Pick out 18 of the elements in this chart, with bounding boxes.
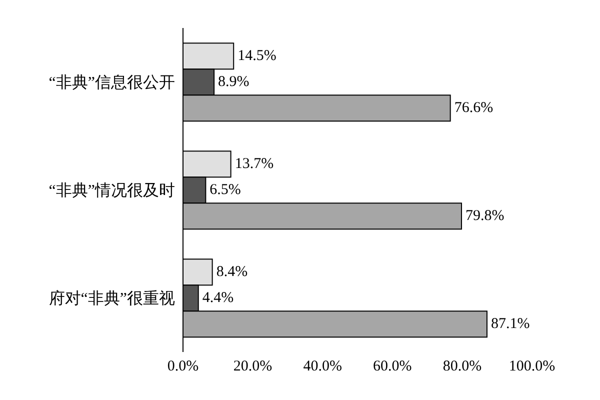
- x-tick-label: 60.0%: [373, 358, 412, 375]
- x-tick-label: 100.0%: [508, 358, 556, 375]
- data-label: 79.8%: [466, 208, 504, 224]
- x-tick-label: 80.0%: [442, 358, 482, 375]
- data-label: 76.6%: [454, 100, 494, 116]
- data-label: 4.4%: [202, 290, 234, 306]
- data-label: 13.7%: [234, 156, 274, 172]
- x-tick-label: 20.0%: [233, 358, 272, 375]
- x-tick-label: 40.0%: [303, 358, 342, 375]
- y-tick-label: “非典”情况很及时: [48, 182, 175, 200]
- data-label: 8.9%: [218, 74, 250, 90]
- data-label: 8.4%: [216, 264, 248, 280]
- data-label: 6.5%: [210, 182, 241, 198]
- data-label: 14.5%: [238, 48, 276, 64]
- data-label: 87.1%: [490, 316, 530, 332]
- x-tick-label: 0.0%: [167, 358, 199, 375]
- y-tick-label: 府对“非典”很重视: [48, 290, 175, 308]
- y-tick-label: “非典”信息很公开: [48, 74, 175, 92]
